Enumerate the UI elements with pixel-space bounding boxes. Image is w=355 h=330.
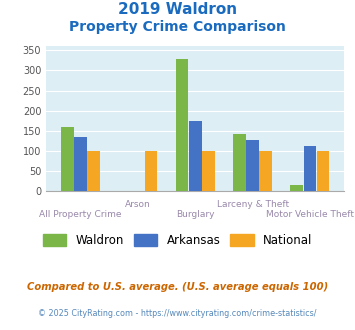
Text: Burglary: Burglary [176, 210, 214, 218]
Bar [145, 151, 157, 191]
Text: Compared to U.S. average. (U.S. average equals 100): Compared to U.S. average. (U.S. average … [27, 282, 328, 292]
Legend: Waldron, Arkansas, National: Waldron, Arkansas, National [38, 229, 317, 251]
Text: All Property Crime: All Property Crime [39, 210, 122, 218]
Bar [290, 185, 303, 191]
Bar [189, 121, 202, 191]
Bar [246, 140, 259, 191]
Text: Larceny & Theft: Larceny & Theft [217, 200, 289, 209]
Text: Property Crime Comparison: Property Crime Comparison [69, 20, 286, 34]
Bar [87, 151, 100, 191]
Bar [304, 146, 316, 191]
Bar [202, 151, 215, 191]
Bar [61, 127, 74, 191]
Bar [74, 137, 87, 191]
Text: 2019 Waldron: 2019 Waldron [118, 2, 237, 16]
Bar [260, 151, 272, 191]
Bar [233, 134, 246, 191]
Bar [176, 59, 189, 191]
Text: Motor Vehicle Theft: Motor Vehicle Theft [266, 210, 354, 218]
Text: Arson: Arson [125, 200, 151, 209]
Text: © 2025 CityRating.com - https://www.cityrating.com/crime-statistics/: © 2025 CityRating.com - https://www.city… [38, 309, 317, 317]
Bar [317, 151, 329, 191]
